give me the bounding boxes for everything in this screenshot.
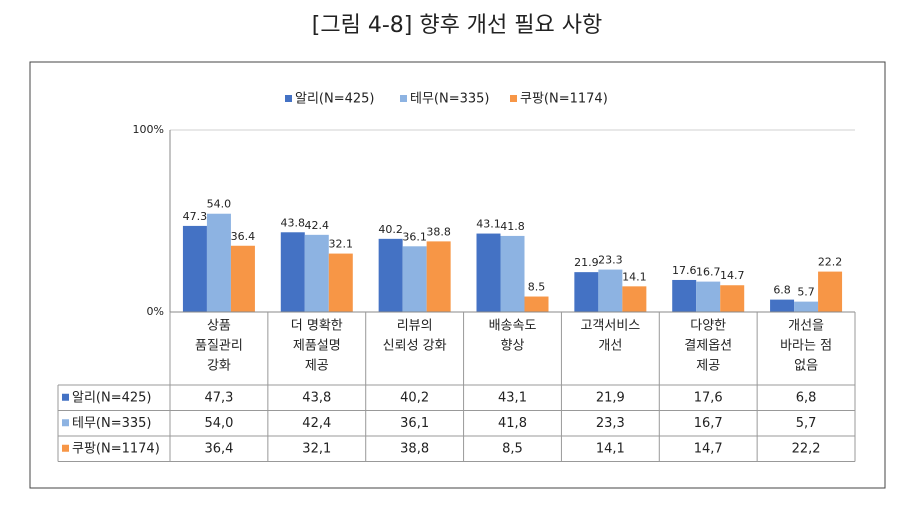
value-label: 6.8 (773, 284, 791, 297)
legend-label: 쿠팡(N=1174) (520, 92, 608, 107)
table-legend-swatch (62, 393, 69, 401)
bar (672, 279, 697, 312)
legend-swatch (510, 95, 517, 102)
bar (818, 271, 843, 312)
y-tick-label: 0% (147, 305, 164, 318)
table-cell: 22,2 (792, 441, 821, 456)
table-cell: 32,1 (302, 441, 331, 456)
x-tick-label: 없음 (794, 359, 818, 374)
x-tick-label: 품질관리 (195, 339, 243, 354)
table-cell: 36,4 (204, 441, 233, 456)
x-tick-label: 향상 (501, 339, 525, 354)
bar (230, 245, 255, 312)
x-tick-label: 고객서비스 (580, 319, 640, 334)
chart-title: [그림 4-8] 향후 개선 필요 사항 (312, 13, 602, 38)
value-label: 40.2 (378, 223, 403, 236)
y-tick-label: 100% (133, 123, 164, 136)
table-cell: 54,0 (204, 416, 233, 431)
value-label: 38.8 (426, 225, 451, 238)
bar (206, 213, 231, 312)
x-tick-label: 배송속도 (489, 319, 537, 334)
x-tick-label: 강화 (207, 359, 231, 374)
table-cell: 14,1 (596, 441, 625, 456)
table-cell: 42,4 (302, 416, 331, 431)
table-cell: 8,5 (502, 441, 523, 456)
x-tick-label: 결제옵션 (684, 339, 732, 354)
table-cell: 43,1 (498, 390, 527, 405)
x-tick-label: 바라는 점 (780, 339, 832, 354)
x-tick-label: 개선을 (788, 319, 824, 334)
value-label: 22.2 (818, 256, 843, 269)
table-cell: 38,8 (400, 441, 429, 456)
table-legend-swatch (62, 419, 69, 427)
table-cell: 16,7 (694, 416, 723, 431)
value-label: 16.7 (696, 266, 721, 279)
x-tick-label: 다양한 (690, 319, 726, 334)
bar (378, 238, 403, 312)
bar (720, 285, 745, 312)
value-label: 42.4 (305, 219, 330, 232)
table-row-label: 알리(N=425) (72, 390, 152, 405)
legend-label: 테무(N=335) (410, 92, 490, 107)
legend-label: 알리(N=425) (295, 92, 375, 107)
bar (476, 233, 501, 312)
bar (770, 299, 795, 312)
value-label: 54.0 (207, 198, 232, 211)
value-label: 43.1 (476, 218, 501, 231)
bar (402, 246, 427, 312)
bar (500, 235, 525, 312)
bar (794, 301, 819, 312)
bar (426, 241, 451, 312)
value-label: 17.6 (672, 264, 697, 277)
table-cell: 6,8 (796, 390, 817, 405)
table-cell: 17,6 (694, 390, 723, 405)
x-tick-label: 신뢰성 강화 (383, 339, 447, 354)
legend-swatch (285, 95, 292, 102)
table-cell: 14,7 (694, 441, 723, 456)
table-cell: 41,8 (498, 416, 527, 431)
x-tick-label: 리뷰의 (397, 319, 433, 334)
value-label: 14.7 (720, 269, 745, 282)
bar (328, 253, 353, 312)
value-label: 21.9 (574, 256, 599, 269)
table-row-label: 테무(N=335) (72, 416, 152, 431)
value-label: 47.3 (183, 210, 208, 223)
table-cell: 43,8 (302, 390, 331, 405)
value-label: 8.5 (528, 281, 546, 294)
table-cell: 23,3 (596, 416, 625, 431)
value-label: 14.1 (622, 270, 647, 283)
table-cell: 36,1 (400, 416, 429, 431)
table-row-label: 쿠팡(N=1174) (72, 441, 160, 456)
bar (182, 225, 207, 312)
value-label: 32.1 (329, 238, 354, 251)
bar (598, 269, 623, 312)
value-label: 5.7 (797, 286, 815, 299)
bar (280, 232, 305, 312)
legend-swatch (400, 95, 407, 102)
chart-frame (29, 61, 886, 489)
value-label: 43.8 (281, 216, 306, 229)
bar (524, 296, 549, 312)
bar (304, 234, 329, 312)
table-cell: 40,2 (400, 390, 429, 405)
bar (696, 281, 721, 312)
x-tick-label: 상품 (207, 319, 231, 334)
value-label: 36.1 (402, 230, 427, 243)
value-label: 41.8 (500, 220, 525, 233)
x-tick-label: 제공 (305, 359, 329, 374)
x-tick-label: 개선 (598, 339, 622, 354)
bar (574, 272, 599, 312)
x-tick-label: 제품설명 (293, 339, 341, 354)
table-cell: 21,9 (596, 390, 625, 405)
table-cell: 5,7 (796, 416, 817, 431)
x-tick-label: 제공 (696, 359, 720, 374)
table-legend-swatch (62, 444, 69, 452)
value-label: 23.3 (598, 254, 623, 267)
x-tick-label: 더 명확한 (291, 319, 343, 334)
bar (622, 286, 647, 312)
table-cell: 47,3 (204, 390, 233, 405)
value-label: 36.4 (231, 230, 256, 243)
